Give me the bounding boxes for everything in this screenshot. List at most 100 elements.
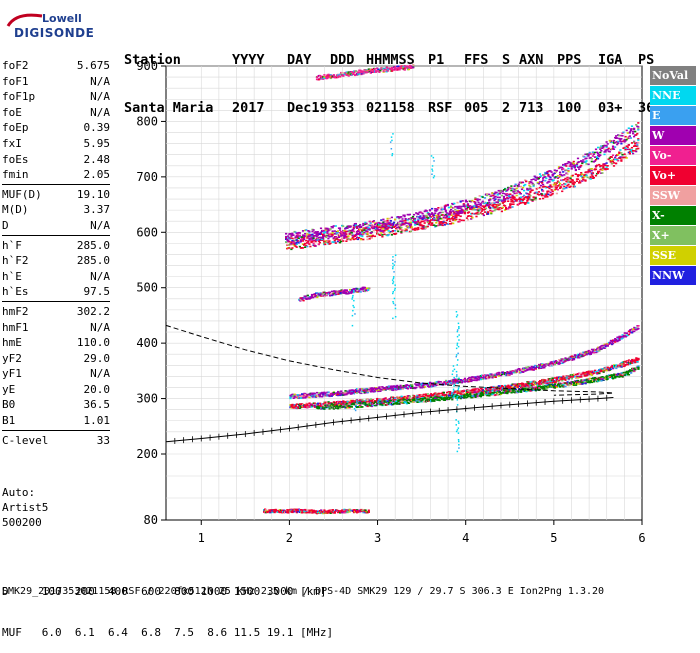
echo-point (389, 400, 391, 402)
echo-point (624, 332, 626, 334)
echo-point (391, 232, 393, 234)
echo-point (593, 177, 595, 179)
echo-point (505, 208, 507, 210)
echo-point (287, 235, 289, 237)
echo-point (580, 172, 582, 174)
echo-point (427, 397, 429, 399)
echo-point (427, 393, 429, 395)
echo-point (497, 194, 499, 196)
echo-point (411, 218, 413, 220)
echo-point (407, 388, 409, 390)
echo-point (391, 234, 393, 236)
echo-point (335, 225, 337, 227)
echo-point (356, 237, 358, 239)
echo-point (501, 200, 503, 202)
echo-point (347, 238, 349, 240)
echo-point (355, 223, 357, 225)
echo-point (539, 173, 541, 175)
echo-point (414, 220, 416, 222)
echo-point (477, 212, 479, 214)
echo-point (637, 328, 639, 330)
echo-point (533, 197, 535, 199)
echo-point (432, 213, 434, 215)
echo-point (341, 235, 343, 237)
echo-point (339, 407, 341, 409)
echo-point (492, 205, 494, 207)
echo-point (516, 192, 518, 194)
echo-point (423, 225, 425, 227)
echo-point (619, 157, 621, 159)
echo-point (422, 213, 424, 215)
echo-point (613, 148, 615, 150)
echo-point (615, 368, 617, 370)
echo-point (574, 166, 576, 168)
echo-point (324, 405, 326, 407)
echo-point (602, 376, 604, 378)
echo-point (299, 232, 301, 234)
echo-point (367, 392, 369, 394)
echo-point (523, 195, 525, 197)
echo-point (290, 237, 292, 239)
echo-point (464, 212, 466, 214)
echo-point (507, 200, 509, 202)
echo-point (345, 231, 347, 233)
echo-point (352, 389, 354, 391)
echo-point (517, 386, 519, 388)
echo-point (542, 383, 544, 385)
echo-point (314, 403, 316, 405)
echo-point (424, 386, 426, 388)
echo-point (388, 225, 390, 227)
echo-point (509, 197, 511, 199)
echo-point (301, 236, 303, 238)
echo-point (409, 214, 411, 216)
echo-point (460, 380, 462, 382)
echo-point (576, 180, 578, 182)
echo-point (374, 226, 376, 228)
echo-point (488, 202, 490, 204)
echo-point (566, 179, 568, 181)
echo-point (468, 377, 470, 379)
echo-point (335, 242, 337, 244)
echo-point (329, 228, 331, 230)
echo-point (437, 207, 439, 209)
echo-point (622, 157, 624, 159)
echo-point (586, 354, 588, 356)
echo-point (446, 216, 448, 218)
echo-point (561, 380, 563, 382)
echo-point (613, 340, 615, 342)
echo-point (390, 223, 392, 225)
echo-point (374, 390, 376, 392)
echo-point (285, 236, 287, 238)
echo-point (341, 233, 343, 235)
echo-point (308, 231, 310, 233)
echo-point (286, 244, 288, 246)
echo-point (313, 235, 315, 237)
echo-point (287, 240, 289, 242)
y-tick-label: 300 (136, 392, 158, 406)
echo-point (445, 210, 447, 212)
echo-point (615, 364, 617, 366)
echo-point (566, 163, 568, 165)
echo-point (620, 152, 622, 154)
echo-point (497, 207, 499, 209)
echo-point (620, 141, 622, 143)
echo-point (488, 395, 490, 397)
echo-point (591, 170, 593, 172)
echo-point (588, 155, 590, 157)
echo-point (482, 213, 484, 215)
echo-point (546, 381, 548, 383)
echo-point (390, 220, 392, 222)
echo-point (621, 135, 623, 137)
echo-point (340, 231, 342, 233)
echo-point (501, 385, 503, 387)
echo-point (415, 387, 417, 389)
echo-point (538, 191, 540, 193)
echo-point (549, 185, 551, 187)
echo-point (471, 392, 473, 394)
echo-point (562, 168, 564, 170)
echo-point (625, 364, 627, 366)
echo-point (573, 384, 575, 386)
echo-point (361, 406, 363, 408)
echo-point (388, 234, 390, 236)
echo-point (447, 397, 449, 399)
